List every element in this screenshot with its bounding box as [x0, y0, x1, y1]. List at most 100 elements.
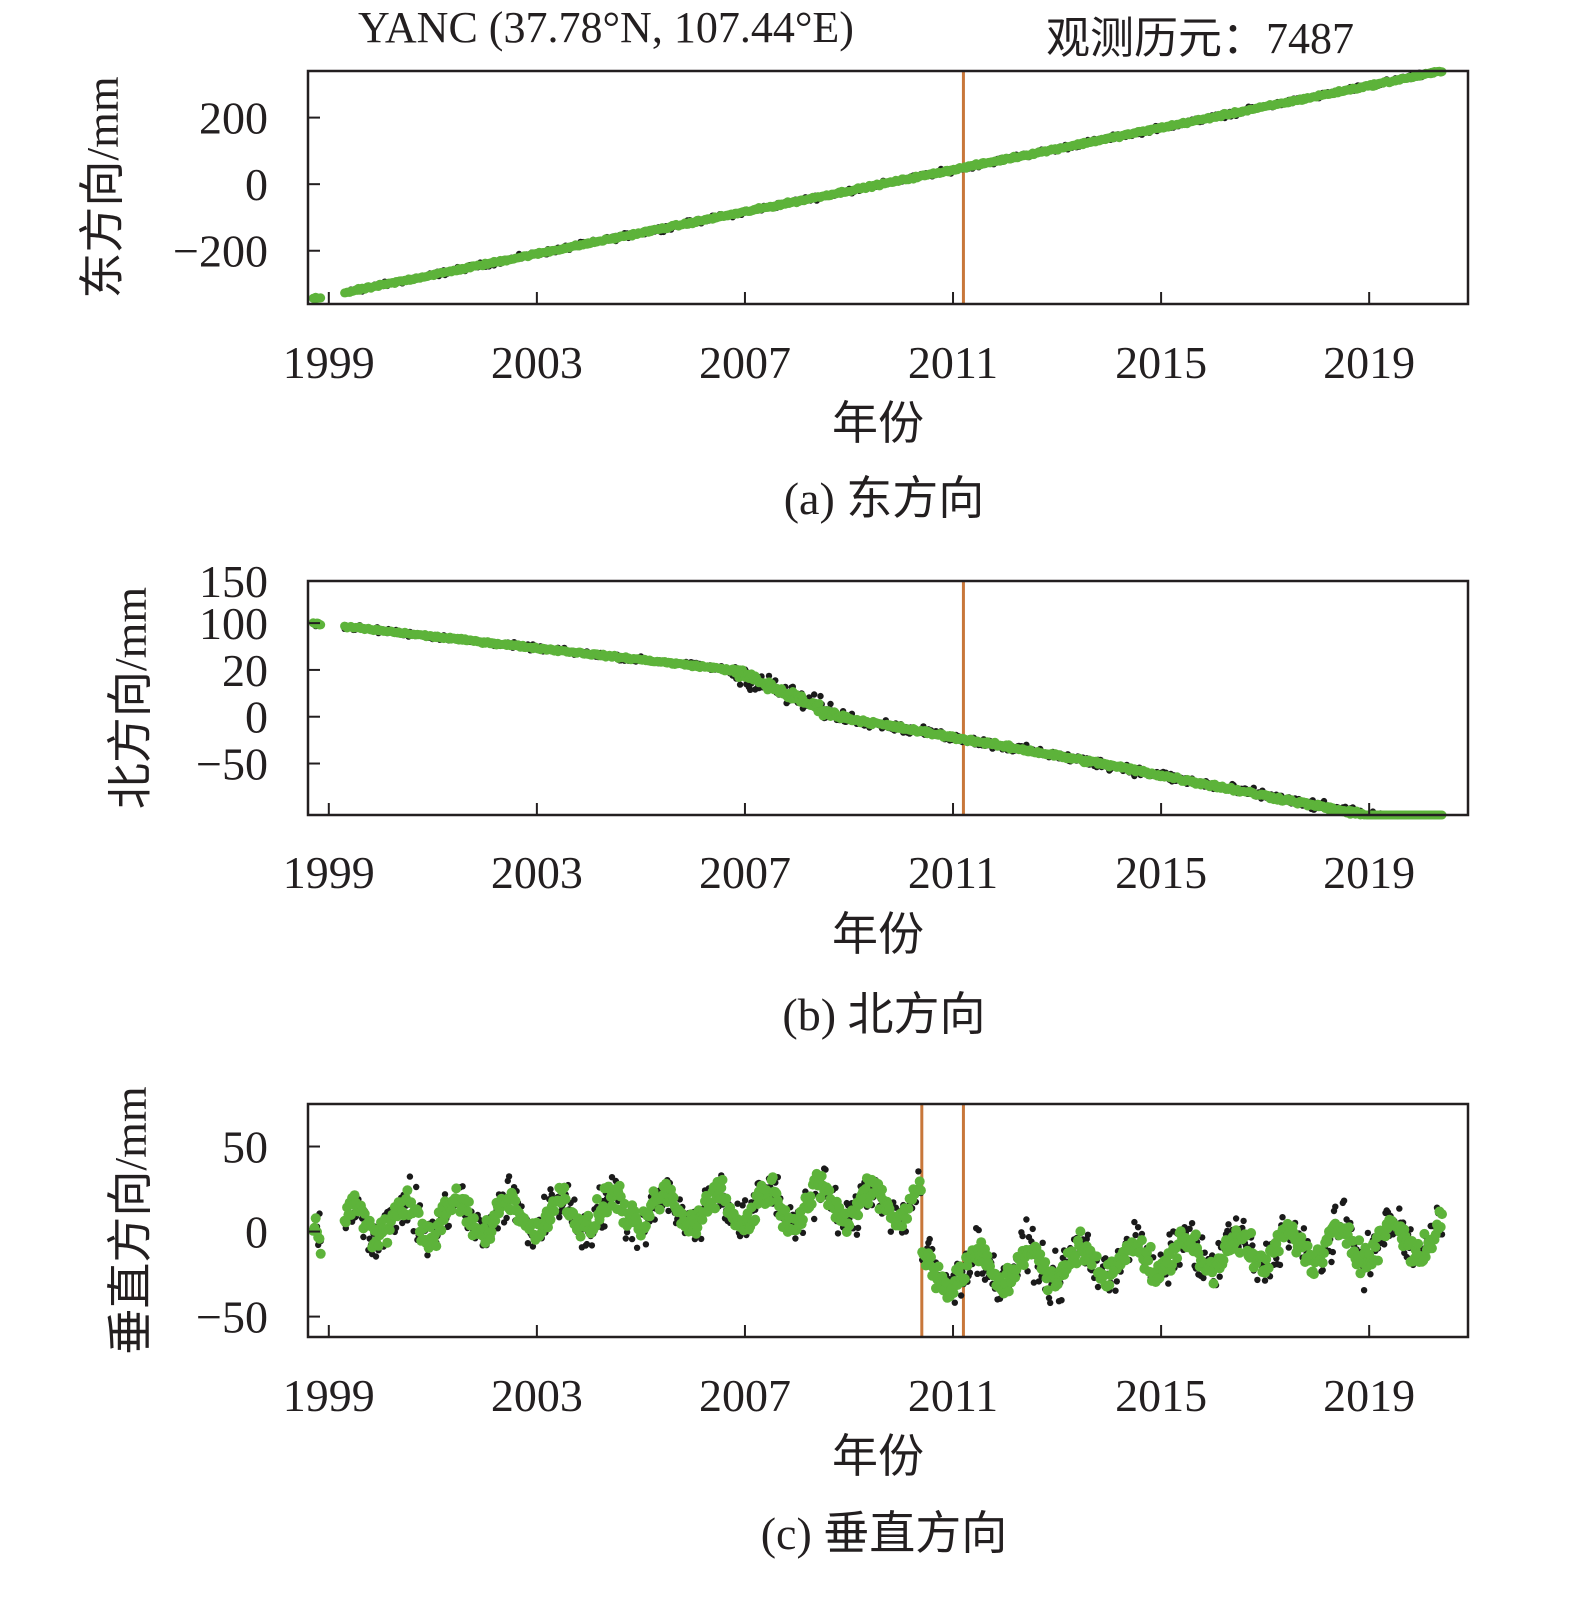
point-model — [959, 1274, 970, 1284]
point-model — [316, 293, 326, 303]
y-axis-label: 东方向/mm — [77, 76, 128, 299]
point-observed — [1019, 1232, 1026, 1240]
y-tick-label: −50 — [196, 739, 268, 790]
point-observed — [1261, 1277, 1269, 1284]
point-observed — [1364, 1229, 1372, 1237]
point-observed — [1329, 1248, 1337, 1256]
point-model — [915, 1185, 926, 1196]
point-observed — [1340, 1197, 1348, 1204]
point-model — [614, 1180, 625, 1191]
data-points-vertical — [308, 1165, 1447, 1307]
point-model — [717, 1174, 728, 1185]
point-observed — [622, 1235, 629, 1242]
y-tick-label: 200 — [199, 93, 268, 144]
y-tick-label: 0 — [245, 692, 268, 743]
point-observed — [834, 1230, 842, 1237]
point-model — [853, 1210, 864, 1221]
panel-vertical: 1999 2003 2007 2011 2015 2019−50050年份垂直方向/mm(… — [105, 1086, 1470, 1559]
point-model — [797, 1214, 808, 1225]
point-model — [560, 1194, 571, 1204]
point-observed — [1084, 1231, 1092, 1239]
point-observed — [1285, 1244, 1293, 1251]
point-model — [750, 1214, 761, 1225]
point-observed — [360, 1233, 367, 1241]
point-observed — [1396, 1205, 1403, 1212]
point-model — [436, 1225, 447, 1236]
point-observed — [1200, 1274, 1207, 1282]
point-observed — [926, 1235, 933, 1243]
point-observed — [1094, 1283, 1102, 1291]
point-observed — [736, 681, 744, 688]
point-model — [644, 1211, 655, 1222]
point-model — [413, 1208, 424, 1218]
y-tick-label: 0 — [245, 159, 268, 210]
point-observed — [915, 1168, 922, 1175]
point-observed — [1300, 1225, 1308, 1232]
point-observed — [957, 1292, 965, 1299]
point-observed — [1134, 1224, 1142, 1231]
x-axis-label: 年份 — [832, 909, 924, 960]
point-observed — [1279, 1214, 1286, 1221]
point-model — [710, 1203, 720, 1214]
x-tick-label: 2019 — [1323, 847, 1415, 898]
point-observed — [792, 1235, 799, 1242]
point-model — [824, 1185, 835, 1196]
y-tick-label: 20 — [222, 645, 268, 696]
point-observed — [503, 1214, 510, 1222]
point-model — [463, 1196, 474, 1207]
point-model — [549, 1206, 560, 1216]
x-tick-label: 2007 — [699, 337, 791, 388]
point-observed — [1058, 1297, 1065, 1304]
point-observed — [1381, 1241, 1388, 1248]
point-observed — [1360, 1287, 1368, 1294]
point-observed — [1052, 1247, 1059, 1254]
point-model — [402, 1185, 413, 1196]
point-observed — [811, 691, 818, 698]
point-model — [315, 1248, 326, 1259]
point-observed — [601, 1223, 608, 1230]
point-model — [721, 1193, 732, 1204]
x-tick-label: 2015 — [1115, 337, 1207, 388]
point-observed — [413, 1183, 420, 1191]
point-observed — [1188, 1220, 1196, 1227]
y-tick-label: −200 — [173, 226, 268, 277]
point-observed — [1047, 1299, 1054, 1307]
point-model — [468, 1213, 479, 1224]
point-model — [926, 1252, 936, 1262]
point-observed — [372, 1253, 380, 1260]
point-model — [654, 1204, 665, 1215]
panel-north: 1999 2003 2007 2011 2015 2019−50020100150年份北方… — [105, 556, 1470, 1040]
point-observed — [1131, 1218, 1138, 1226]
x-tick-label: 2015 — [1115, 847, 1207, 898]
epoch-title: 观测历元：7487 — [1046, 2, 1354, 66]
plot-frame-north — [306, 579, 1470, 817]
point-observed — [633, 1244, 641, 1252]
point-observed — [1112, 1287, 1119, 1294]
point-model — [559, 1182, 570, 1193]
epoch-label: 观测历元： — [1046, 14, 1266, 63]
panel-caption: (b) 北方向 — [782, 989, 985, 1040]
point-model — [640, 1221, 651, 1231]
point-observed — [1023, 1216, 1030, 1223]
point-observed — [642, 1241, 650, 1248]
point-model — [575, 1231, 586, 1242]
point-model — [903, 1203, 914, 1214]
data-points-north — [308, 618, 1447, 820]
point-observed — [1276, 1261, 1284, 1269]
point-observed — [1232, 1215, 1240, 1222]
point-model — [451, 1183, 462, 1194]
point-model — [382, 1237, 393, 1248]
x-tick-label: 1999 — [283, 847, 375, 898]
point-observed — [811, 1215, 818, 1223]
point-observed — [1216, 1273, 1223, 1280]
point-model — [914, 1176, 925, 1187]
point-model — [431, 1241, 442, 1252]
point-model — [545, 1214, 556, 1225]
point-observed — [505, 1173, 513, 1180]
point-observed — [853, 1231, 861, 1238]
point-model — [844, 1220, 855, 1231]
point-model — [767, 1172, 778, 1183]
point-model — [384, 1225, 395, 1235]
x-tick-label: 2007 — [699, 847, 791, 898]
